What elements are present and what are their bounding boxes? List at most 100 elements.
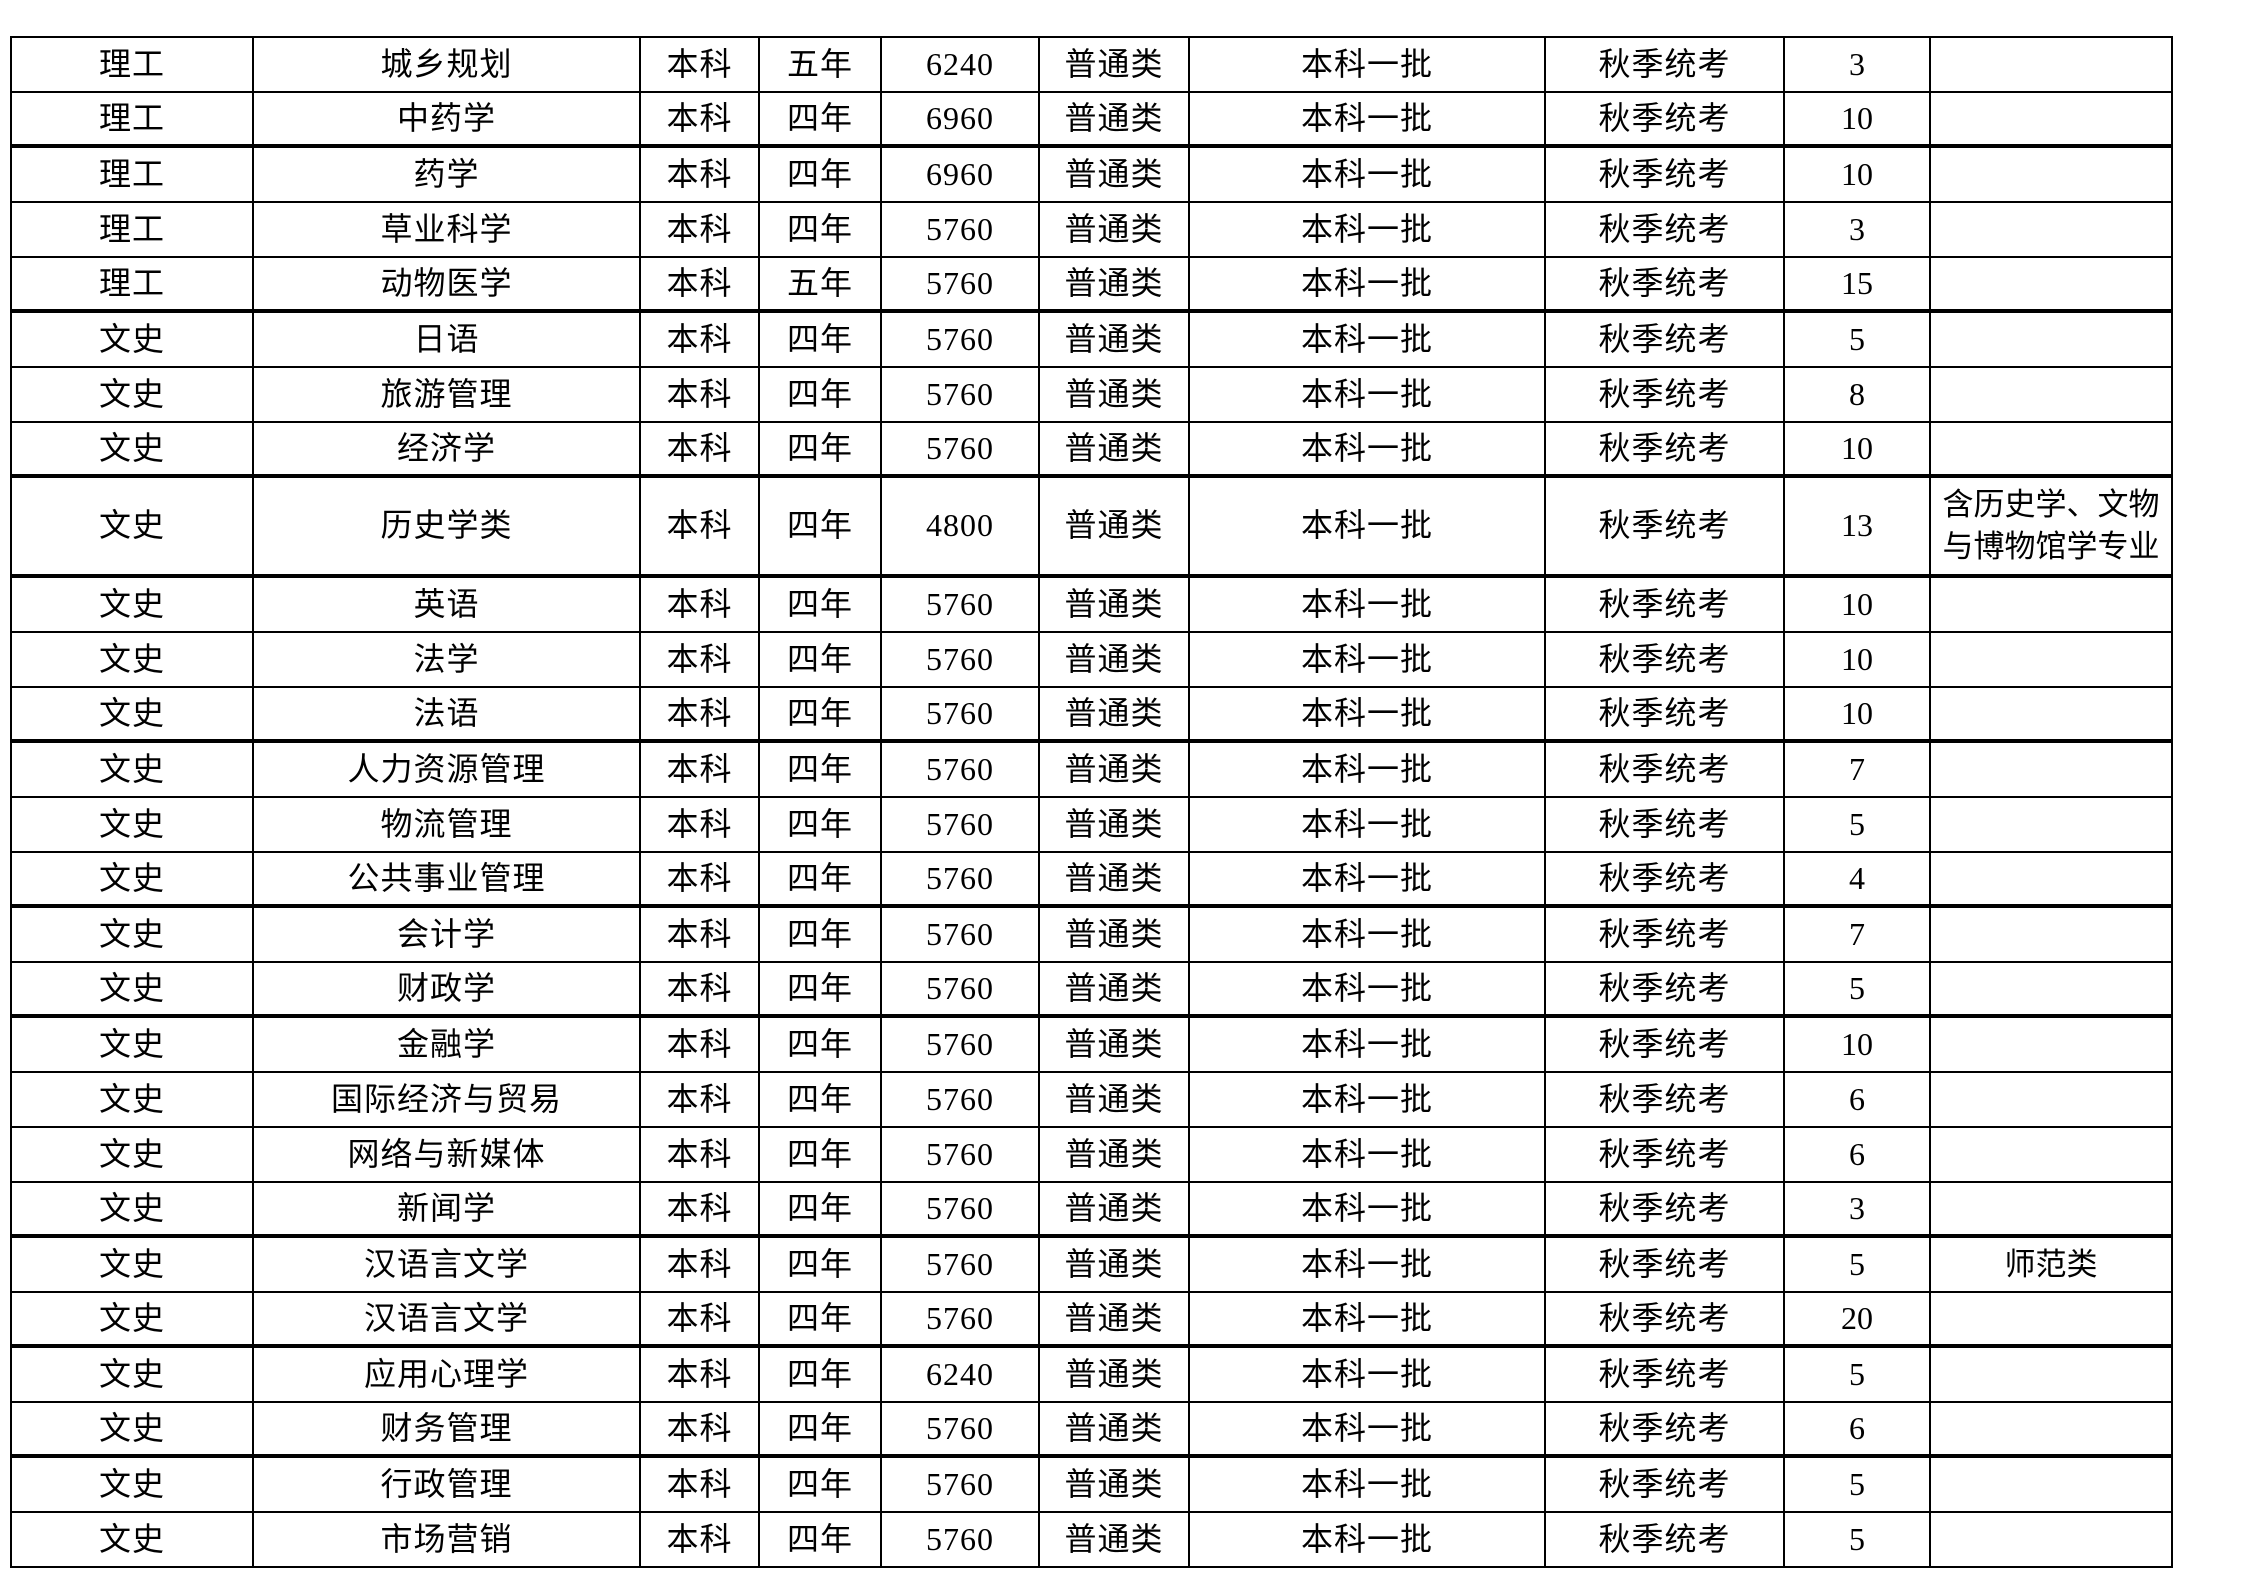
cell-duration: 四年 — [760, 798, 882, 851]
cell-admission-type: 普通类 — [1040, 368, 1190, 421]
cell-duration: 四年 — [760, 743, 882, 796]
table-row: 文史 公共事业管理 本科 四年 5760 普通类 本科一批 秋季统考 4 — [10, 853, 2173, 908]
cell-exam-type: 秋季统考 — [1546, 423, 1785, 474]
cell-duration: 四年 — [760, 1458, 882, 1511]
cell-plan-count: 7 — [1785, 908, 1931, 961]
cell-major: 市场营销 — [254, 1513, 641, 1566]
cell-admission-batch: 本科一批 — [1190, 1293, 1546, 1344]
cell-remark — [1931, 1458, 2173, 1511]
cell-duration: 四年 — [760, 1073, 882, 1126]
cell-exam-type: 秋季统考 — [1546, 1458, 1785, 1511]
cell-exam-type: 秋季统考 — [1546, 578, 1785, 631]
cell-remark — [1931, 1018, 2173, 1071]
cell-plan-count: 8 — [1785, 368, 1931, 421]
cell-remark — [1931, 1293, 2173, 1344]
cell-plan-count: 7 — [1785, 743, 1931, 796]
cell-admission-batch: 本科一批 — [1190, 368, 1546, 421]
cell-duration: 四年 — [760, 908, 882, 961]
table-row: 理工 药学 本科 四年 6960 普通类 本科一批 秋季统考 10 — [10, 148, 2173, 203]
cell-tuition-fee: 5760 — [882, 313, 1040, 366]
cell-major: 人力资源管理 — [254, 743, 641, 796]
table-row: 文史 新闻学 本科 四年 5760 普通类 本科一批 秋季统考 3 — [10, 1183, 2173, 1238]
cell-duration: 四年 — [760, 93, 882, 144]
cell-tuition-fee: 5760 — [882, 1513, 1040, 1566]
cell-admission-batch: 本科一批 — [1190, 1403, 1546, 1454]
cell-category: 文史 — [10, 478, 254, 574]
cell-category: 文史 — [10, 743, 254, 796]
cell-tuition-fee: 5760 — [882, 1018, 1040, 1071]
cell-admission-batch: 本科一批 — [1190, 633, 1546, 686]
cell-exam-type: 秋季统考 — [1546, 93, 1785, 144]
cell-duration: 四年 — [760, 423, 882, 474]
cell-remark — [1931, 1513, 2173, 1566]
cell-plan-count: 5 — [1785, 313, 1931, 366]
cell-level: 本科 — [641, 1238, 760, 1291]
cell-exam-type: 秋季统考 — [1546, 313, 1785, 366]
cell-exam-type: 秋季统考 — [1546, 1293, 1785, 1344]
cell-level: 本科 — [641, 1183, 760, 1234]
cell-major: 旅游管理 — [254, 368, 641, 421]
cell-admission-type: 普通类 — [1040, 743, 1190, 796]
cell-admission-batch: 本科一批 — [1190, 963, 1546, 1014]
cell-tuition-fee: 5760 — [882, 798, 1040, 851]
cell-category: 文史 — [10, 423, 254, 474]
cell-remark — [1931, 93, 2173, 144]
cell-tuition-fee: 5760 — [882, 578, 1040, 631]
cell-level: 本科 — [641, 93, 760, 144]
cell-tuition-fee: 5760 — [882, 1128, 1040, 1181]
cell-admission-batch: 本科一批 — [1190, 1238, 1546, 1291]
cell-plan-count: 5 — [1785, 1238, 1931, 1291]
cell-tuition-fee: 5760 — [882, 853, 1040, 904]
cell-major: 金融学 — [254, 1018, 641, 1071]
table-row: 文史 网络与新媒体 本科 四年 5760 普通类 本科一批 秋季统考 6 — [10, 1128, 2173, 1183]
cell-level: 本科 — [641, 313, 760, 366]
cell-major: 财政学 — [254, 963, 641, 1014]
cell-admission-type: 普通类 — [1040, 313, 1190, 366]
cell-duration: 四年 — [760, 1348, 882, 1401]
cell-major: 汉语言文学 — [254, 1293, 641, 1344]
cell-admission-type: 普通类 — [1040, 1458, 1190, 1511]
cell-admission-batch: 本科一批 — [1190, 313, 1546, 366]
cell-exam-type: 秋季统考 — [1546, 633, 1785, 686]
cell-admission-batch: 本科一批 — [1190, 1018, 1546, 1071]
cell-plan-count: 10 — [1785, 578, 1931, 631]
cell-admission-batch: 本科一批 — [1190, 743, 1546, 796]
cell-level: 本科 — [641, 633, 760, 686]
cell-plan-count: 10 — [1785, 688, 1931, 739]
cell-plan-count: 10 — [1785, 1018, 1931, 1071]
table-row: 文史 法学 本科 四年 5760 普通类 本科一批 秋季统考 10 — [10, 633, 2173, 688]
cell-level: 本科 — [641, 1403, 760, 1454]
cell-duration: 四年 — [760, 368, 882, 421]
cell-admission-type: 普通类 — [1040, 853, 1190, 904]
table-row: 文史 会计学 本科 四年 5760 普通类 本科一批 秋季统考 7 — [10, 908, 2173, 963]
cell-remark — [1931, 633, 2173, 686]
cell-plan-count: 3 — [1785, 203, 1931, 256]
cell-remark — [1931, 1128, 2173, 1181]
cell-plan-count: 10 — [1785, 423, 1931, 474]
table-row: 文史 财务管理 本科 四年 5760 普通类 本科一批 秋季统考 6 — [10, 1403, 2173, 1458]
cell-level: 本科 — [641, 1458, 760, 1511]
cell-tuition-fee: 5760 — [882, 1238, 1040, 1291]
cell-plan-count: 10 — [1785, 633, 1931, 686]
cell-admission-batch: 本科一批 — [1190, 93, 1546, 144]
cell-remark — [1931, 423, 2173, 474]
cell-admission-batch: 本科一批 — [1190, 688, 1546, 739]
cell-duration: 四年 — [760, 688, 882, 739]
table-row: 文史 物流管理 本科 四年 5760 普通类 本科一批 秋季统考 5 — [10, 798, 2173, 853]
cell-category: 文史 — [10, 1348, 254, 1401]
cell-remark — [1931, 743, 2173, 796]
cell-exam-type: 秋季统考 — [1546, 908, 1785, 961]
cell-exam-type: 秋季统考 — [1546, 798, 1785, 851]
cell-category: 文史 — [10, 1128, 254, 1181]
cell-level: 本科 — [641, 798, 760, 851]
cell-remark — [1931, 908, 2173, 961]
cell-tuition-fee: 5760 — [882, 368, 1040, 421]
cell-duration: 五年 — [760, 258, 882, 309]
cell-tuition-fee: 5760 — [882, 423, 1040, 474]
cell-plan-count: 3 — [1785, 1183, 1931, 1234]
cell-admission-batch: 本科一批 — [1190, 853, 1546, 904]
cell-tuition-fee: 5760 — [882, 1183, 1040, 1234]
cell-category: 理工 — [10, 38, 254, 91]
cell-admission-type: 普通类 — [1040, 1238, 1190, 1291]
cell-tuition-fee: 6960 — [882, 93, 1040, 144]
